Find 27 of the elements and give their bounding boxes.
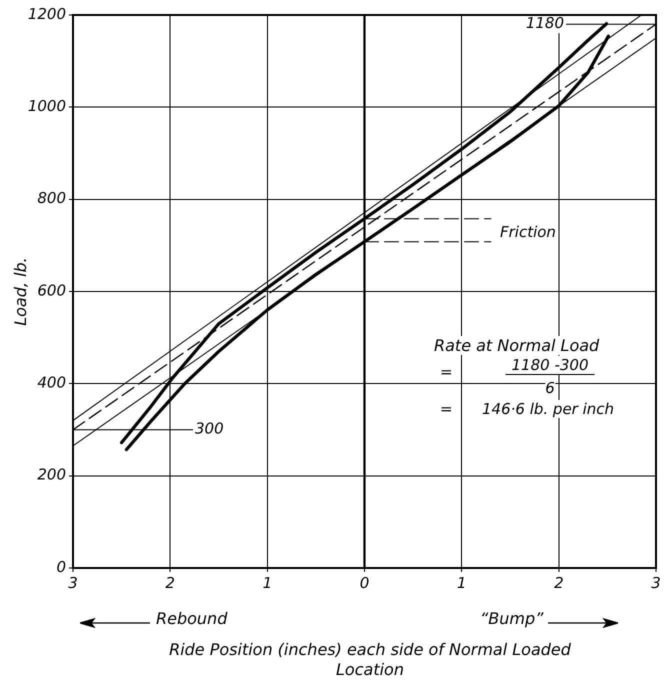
annotation: 1180 -300: [506, 356, 594, 375]
annotation: Friction: [500, 223, 556, 241]
y-tick-label: 1200: [28, 4, 66, 23]
annotation: 146·6 lb. per inch: [480, 400, 616, 418]
annotation: =: [440, 363, 453, 381]
x-tick-label: 0: [360, 574, 370, 592]
annotation: 6: [545, 379, 555, 397]
x-axis-title: Ride Position (inches) each side of Normal Loaded Location: [168, 640, 572, 680]
annotation: =: [440, 400, 453, 418]
x-tick-label: 2: [554, 574, 564, 592]
y-tick-label: 400: [37, 374, 66, 392]
annotation: 300: [195, 420, 224, 438]
y-tick-label: 800: [37, 189, 66, 208]
y-tick-label: 600: [37, 281, 66, 300]
x-tick-label: 3: [68, 574, 78, 592]
y-tick-label: 1000: [28, 97, 66, 116]
text: Rebound: [156, 609, 228, 628]
y-tick-label: 0: [56, 558, 66, 576]
y-axis-title: Load, lb.: [10, 257, 30, 326]
x-tick-label: 1: [262, 574, 272, 592]
annotation: 1180: [526, 14, 564, 32]
x-tick-label: 3: [651, 574, 661, 592]
x-tick-label: 1: [456, 574, 466, 592]
x-tick-label: 2: [165, 574, 175, 592]
y-tick-label: 200: [37, 466, 66, 484]
text: “Bump”: [480, 609, 544, 628]
annotation: Rate at Normal Load: [432, 336, 602, 355]
